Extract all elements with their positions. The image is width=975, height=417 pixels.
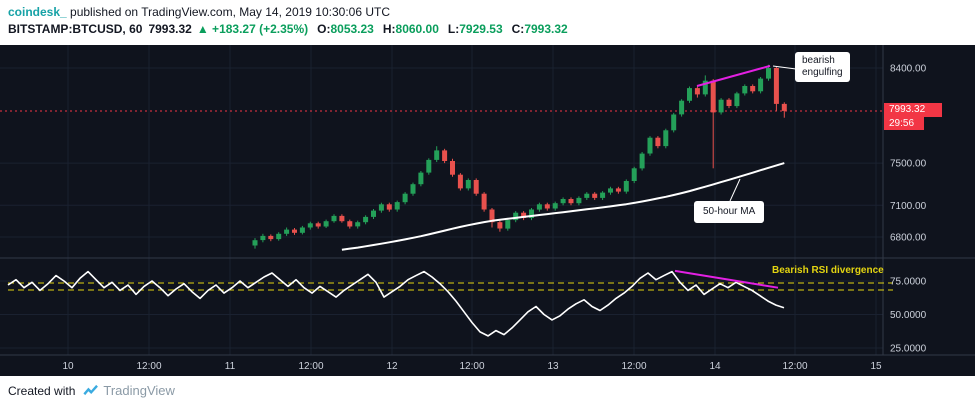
ohlc-open: O:8053.23 [317,22,374,36]
ma-callout-label: 50-hour MA [703,206,756,217]
svg-text:12:00: 12:00 [459,361,484,372]
price-axis[interactable]: 8400.00 7500.00 7100.00 6800.00 [890,64,927,244]
svg-text:12:00: 12:00 [298,361,323,372]
close-label: C: [511,22,525,36]
symbol-status-line: BITSTAMP:BTCUSD, 60 7993.32 ▲ +183.27 (+2.… [8,22,975,36]
ohlc-low: L:7929.53 [448,22,503,36]
ma-pointer [729,178,741,202]
svg-text:8400.00: 8400.00 [890,64,927,75]
low-label: L: [447,22,460,36]
svg-text:7100.00: 7100.00 [890,201,927,212]
svg-text:7500.00: 7500.00 [890,159,927,170]
tradingview-logo-icon [83,384,99,396]
high-value: 8060.00 [395,22,439,36]
ohlc-close: C:7993.32 [512,22,568,36]
chart-area[interactable]: 8400.00 7500.00 7100.00 6800.00 75.0000 50.00… [0,45,975,376]
svg-text:12:00: 12:00 [782,361,807,372]
close-value: 7993.32 [524,22,568,36]
last-price-badge: 7993.32 [884,103,942,117]
last-price: 7993.32 [148,22,192,36]
byline: coindesk_ published on TradingView.com, … [8,5,975,19]
ohlc-high: H:8060.00 [383,22,439,36]
time-axis[interactable]: 10 12:00 11 12:00 12 12:00 13 12:00 14 12:00 15 [62,361,882,372]
svg-text:13: 13 [547,361,559,372]
bearish-engulfing-line2: engulfing [802,67,843,78]
candlestick-series [252,64,787,249]
rsi-divergence-label[interactable]: Bearish RSI divergence [772,265,884,276]
svg-text:6800.00: 6800.00 [890,233,927,244]
created-with-text: Created with [8,383,76,398]
engulfing-pointer [772,65,797,70]
svg-text:10: 10 [62,361,74,372]
price-change: ▲ +183.27 (+2.35%) [196,22,309,36]
svg-text:50.0000: 50.0000 [890,310,927,321]
svg-text:25.0000: 25.0000 [890,344,927,355]
open-label: O: [317,22,331,36]
rsi-axis[interactable]: 75.0000 50.0000 25.0000 [890,277,927,355]
svg-text:12: 12 [386,361,398,372]
rsi-trendline [674,269,779,289]
ma-callout[interactable]: 50-hour MA [694,201,765,223]
svg-text:12:00: 12:00 [621,361,646,372]
bearish-engulfing-callout[interactable]: bearish engulfing [795,52,850,82]
open-value: 8053.23 [330,22,374,36]
header: coindesk_ published on TradingView.com, … [0,0,975,45]
svg-text:12:00: 12:00 [136,361,161,372]
svg-text:11: 11 [225,361,236,372]
high-label: H: [382,22,396,36]
low-value: 7929.53 [459,22,503,36]
bearish-engulfing-line1: bearish [802,55,835,66]
symbol-title[interactable]: BITSTAMP:BTCUSD, 60 [8,22,143,36]
svg-text:75.0000: 75.0000 [890,277,927,288]
publisher-username[interactable]: coindesk_ [8,5,67,19]
chart-canvas[interactable]: 8400.00 7500.00 7100.00 6800.00 75.0000 50.00… [0,45,975,376]
tradingview-brand-text[interactable]: TradingView [103,383,175,398]
attribution-footer: Created with TradingView [0,376,975,417]
ma-line [341,162,785,251]
bar-countdown-badge: 29:56 [884,117,924,130]
price-trendline [696,64,771,87]
publish-info: published on TradingView.com, May 14, 20… [66,5,391,19]
rsi-line [7,270,785,337]
svg-text:14: 14 [709,361,721,372]
chart-svg[interactable]: 8400.00 7500.00 7100.00 6800.00 75.0000 50.00… [0,45,975,376]
svg-text:15: 15 [870,361,882,372]
